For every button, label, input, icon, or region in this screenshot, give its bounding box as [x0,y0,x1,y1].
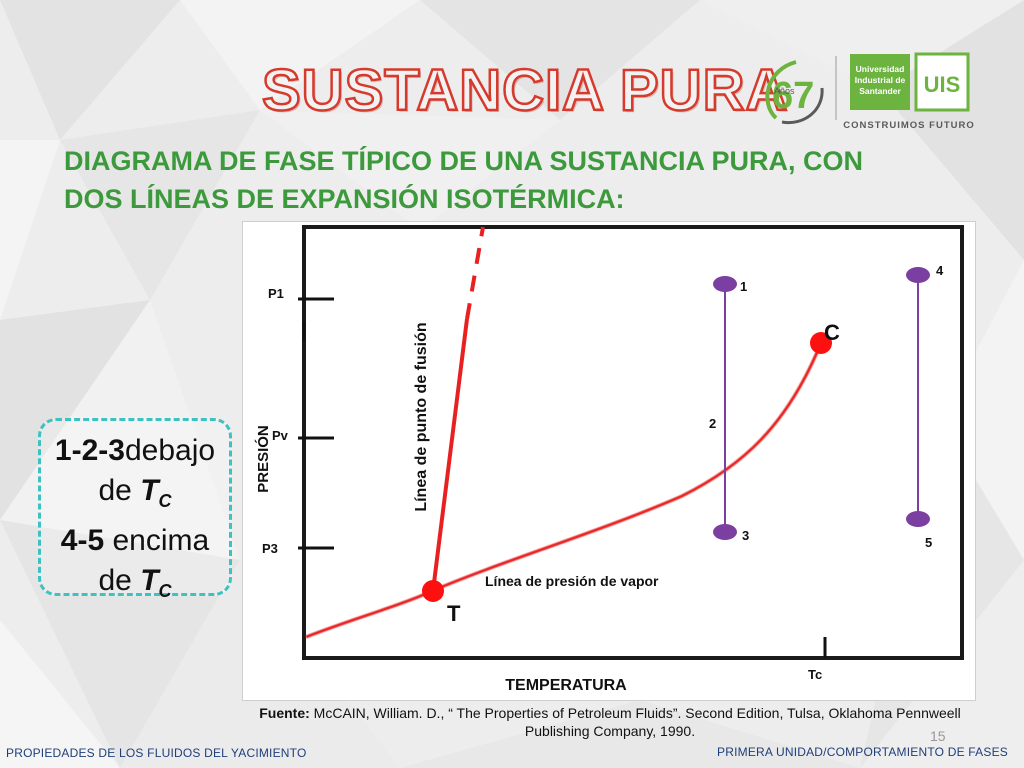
point-1 [713,276,737,292]
x-axis-label: TEMPERATURA [505,677,627,694]
note-prefix-2: de [98,564,141,597]
footer-right: PRIMERA UNIDAD/COMPORTAMIENTO DE FASES [717,745,1008,759]
note-range-below: 1-2-3 [54,434,125,467]
phase-diagram: P1 Pv P3 PRESIÓN TEMPERATURA Tc T C Líne… [254,225,964,694]
note-range-above: 4-5 [60,524,105,557]
point-5 [906,511,930,527]
point-3 [713,524,737,540]
diagram-panel [242,221,976,701]
note-line3: 4-5 encima [41,521,229,561]
note-above-word: encima [104,524,210,557]
university-name-block [850,54,910,110]
label-p3: P3 [262,541,278,556]
vapor-pressure-curve [305,342,823,639]
subtitle-line2: DOS LÍNEAS DE EXPANSIÓN ISOTÉRMICA: [64,184,625,214]
note-prefix-1: de [98,474,141,507]
note-tc-sub-2: C [158,581,172,601]
uis-monogram-block [914,52,970,112]
label-pv: Pv [272,428,289,443]
footer-left: PROPIEDADES DE LOS FLUIDOS DEL YACIMIENT… [6,746,307,760]
label-point-5: 5 [925,535,932,550]
critical-point-label: C [824,320,840,345]
university-line3: Santander [859,86,901,96]
y-axis-label: PRESIÓN [254,425,272,493]
page-number: 15 [930,728,946,744]
point-4 [906,267,930,283]
label-p1: P1 [268,286,284,301]
source-text: McCAIN, William. D., “ The Properties of… [309,705,961,739]
fusion-curve-extension [465,226,485,320]
anniversary-emblem: 67 Años [765,60,824,125]
fusion-curve [431,318,469,592]
vapor-line-label: Línea de presión de vapor [485,573,659,589]
note-line1: 1-2-3debajo [41,431,229,471]
subtitle-line1: DIAGRAMA DE FASE TÍPICO DE UNA SUSTANCIA… [64,146,864,176]
university-line1: Universidad [856,64,905,74]
university-line2: Industrial de [855,75,906,85]
triple-point-label: T [447,601,461,626]
logo-graphic: 67 Años Universidad Industrial de Santan… [765,52,974,131]
plot-frame [302,225,964,660]
source-citation: Fuente: McCAIN, William. D., “ The Prope… [248,704,972,740]
isotherm-note: 1-2-3debajo de TC 4-5 encima de TC [38,418,232,601]
label-point-1: 1 [740,279,747,294]
note-tc-var-1: T [140,474,159,507]
anniversary-word: Años [774,86,795,96]
anniversary-number: 67 [772,75,814,117]
logo-slogan: CONSTRUIMOS FUTURO [843,120,974,131]
slide-subtitle: DIAGRAMA DE FASE TÍPICO DE UNA SUSTANCIA… [64,142,944,218]
critical-point [810,332,832,354]
source-label: Fuente: [259,705,310,721]
note-line2: de TC [41,471,229,521]
note-tc-var-2: T [140,564,159,597]
note-tc-sub-1: C [158,491,172,511]
note-below-word: debajo [124,434,216,467]
university-logo: 67 Años Universidad Industrial de Santan… [758,48,984,134]
label-point-2: 2 [709,416,716,431]
note-line4: de TC [41,561,229,611]
label-tc: Tc [808,667,822,682]
label-point-3: 3 [742,528,749,543]
slide-title: SUSTANCIA PURA [261,57,789,125]
triple-point [422,580,444,602]
uis-monogram: UIS [924,72,961,97]
label-point-4: 4 [936,263,944,278]
fusion-line-label: Línea de punto de fusión [413,322,430,511]
